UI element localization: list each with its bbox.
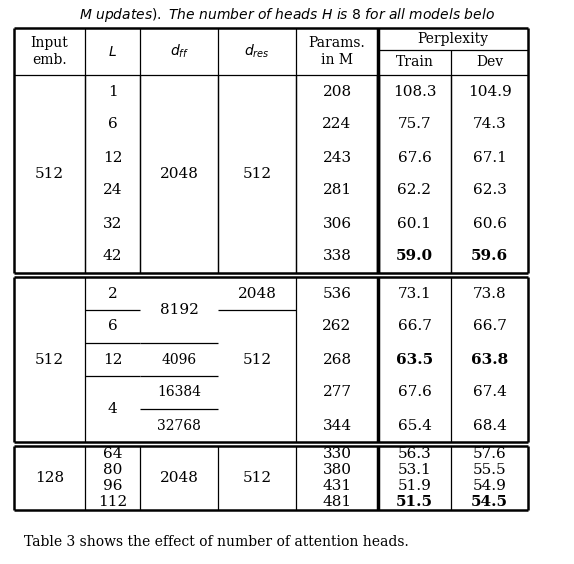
Text: 512: 512	[242, 352, 272, 367]
Text: 481: 481	[323, 495, 351, 509]
Text: $M$ $updates).$ $The$ $number$ $of$ $heads$ $H$ $is$ $8$ $for$ $all$ $models$ $b: $M$ $updates).$ $The$ $number$ $of$ $hea…	[79, 6, 495, 24]
Text: 73.1: 73.1	[398, 287, 432, 301]
Text: 306: 306	[323, 217, 351, 231]
Text: 268: 268	[323, 352, 351, 367]
Text: 51.9: 51.9	[398, 479, 432, 493]
Text: 54.5: 54.5	[471, 495, 508, 509]
Text: 330: 330	[323, 447, 351, 461]
Text: 2048: 2048	[160, 471, 199, 485]
Text: 67.6: 67.6	[398, 386, 432, 399]
Text: 338: 338	[323, 249, 351, 263]
Text: 56.3: 56.3	[398, 447, 432, 461]
Text: 512: 512	[35, 352, 64, 367]
Text: 59.0: 59.0	[396, 249, 433, 263]
Text: 67.1: 67.1	[472, 151, 506, 165]
Text: 64: 64	[103, 447, 122, 461]
Text: 12: 12	[103, 352, 122, 367]
Text: 344: 344	[323, 418, 351, 433]
Text: 59.6: 59.6	[471, 249, 508, 263]
Text: 2048: 2048	[238, 287, 277, 301]
Text: 128: 128	[35, 471, 64, 485]
Text: Table 3 shows the effect of number of attention heads.: Table 3 shows the effect of number of at…	[24, 535, 409, 549]
Text: 8192: 8192	[160, 303, 199, 317]
Text: 112: 112	[98, 495, 127, 509]
Text: 67.4: 67.4	[472, 386, 506, 399]
Text: 32768: 32768	[157, 418, 201, 433]
Text: Params.
in M: Params. in M	[309, 37, 366, 67]
Text: 24: 24	[103, 183, 122, 197]
Text: 512: 512	[242, 471, 272, 485]
Text: $d_{res}$: $d_{res}$	[244, 43, 270, 60]
Text: 208: 208	[323, 85, 351, 99]
Text: 65.4: 65.4	[398, 418, 432, 433]
Text: Input
emb.: Input emb.	[30, 37, 68, 67]
Text: 536: 536	[323, 287, 351, 301]
Text: 32: 32	[103, 217, 122, 231]
Text: Dev: Dev	[476, 55, 503, 69]
Text: 62.3: 62.3	[472, 183, 506, 197]
Text: 57.6: 57.6	[472, 447, 506, 461]
Text: 281: 281	[323, 183, 351, 197]
Text: 12: 12	[103, 151, 122, 165]
Text: 224: 224	[323, 117, 352, 131]
Text: 512: 512	[242, 167, 272, 181]
Text: 63.8: 63.8	[471, 352, 508, 367]
Text: 74.3: 74.3	[472, 117, 506, 131]
Text: 6: 6	[108, 319, 117, 333]
Text: $d_{ff}$: $d_{ff}$	[169, 43, 188, 60]
Text: 53.1: 53.1	[398, 463, 432, 477]
Text: 66.7: 66.7	[472, 319, 506, 333]
Text: 262: 262	[323, 319, 352, 333]
Text: 66.7: 66.7	[398, 319, 432, 333]
Text: 6: 6	[108, 117, 117, 131]
Text: 243: 243	[323, 151, 351, 165]
Text: Perplexity: Perplexity	[417, 32, 488, 46]
Text: 2: 2	[108, 287, 117, 301]
Text: 104.9: 104.9	[468, 85, 511, 99]
Text: 108.3: 108.3	[393, 85, 436, 99]
Text: 67.6: 67.6	[398, 151, 432, 165]
Text: $L$: $L$	[108, 45, 117, 59]
Text: 4096: 4096	[161, 352, 196, 367]
Text: 73.8: 73.8	[472, 287, 506, 301]
Text: 68.4: 68.4	[472, 418, 506, 433]
Text: 55.5: 55.5	[472, 463, 506, 477]
Text: 431: 431	[323, 479, 351, 493]
Text: 63.5: 63.5	[396, 352, 433, 367]
Text: 96: 96	[103, 479, 122, 493]
Text: 51.5: 51.5	[396, 495, 433, 509]
Text: Train: Train	[395, 55, 433, 69]
Text: 80: 80	[103, 463, 122, 477]
Text: 1: 1	[108, 85, 117, 99]
Text: 62.2: 62.2	[398, 183, 432, 197]
Text: 42: 42	[103, 249, 122, 263]
Text: 54.9: 54.9	[472, 479, 506, 493]
Text: 4: 4	[108, 402, 117, 416]
Text: 512: 512	[35, 167, 64, 181]
Text: 2048: 2048	[160, 167, 199, 181]
Text: 60.6: 60.6	[472, 217, 506, 231]
Text: 16384: 16384	[157, 386, 201, 399]
Text: 60.1: 60.1	[398, 217, 432, 231]
Text: 75.7: 75.7	[398, 117, 431, 131]
Text: 277: 277	[323, 386, 351, 399]
Text: 380: 380	[323, 463, 351, 477]
